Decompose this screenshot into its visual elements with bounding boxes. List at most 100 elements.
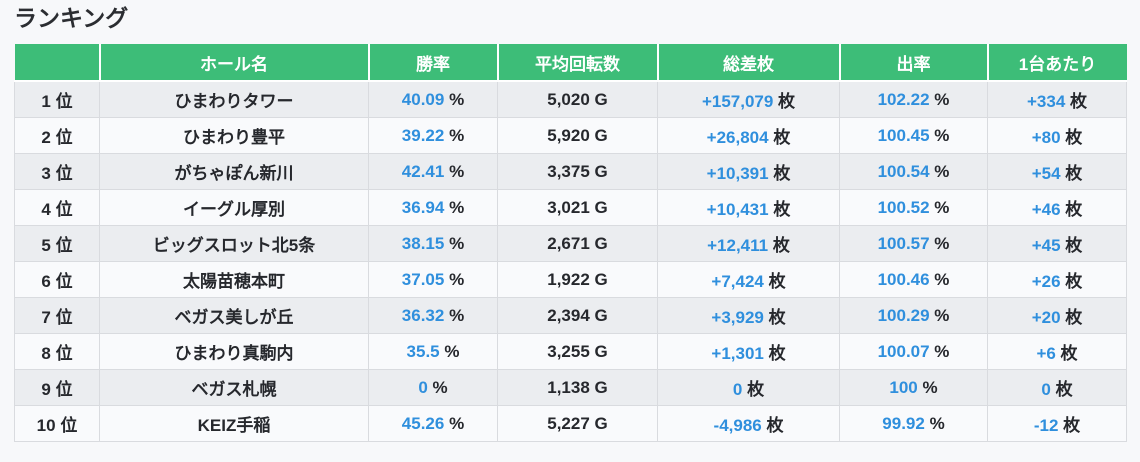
win_rate-unit: % — [444, 161, 465, 181]
cell-spins: 5,227 G — [497, 405, 658, 442]
payout-value: 99.92 — [882, 413, 925, 433]
payout-value: 100.46 — [877, 269, 930, 289]
payout-value: 100.52 — [877, 197, 930, 217]
hall-value: がちゃぽん新川 — [174, 164, 294, 183]
hall-value: ひまわり真駒内 — [174, 344, 294, 363]
cell-spins: 3,021 G — [497, 189, 658, 226]
column-header-total_diff: 総差枚 — [657, 44, 841, 82]
total_diff-value: +10,391 — [706, 164, 769, 183]
cell-spins: 5,020 G — [497, 80, 658, 118]
win_rate-unit: % — [439, 341, 460, 361]
per_machine-value: +80 — [1031, 128, 1061, 147]
payout-unit: % — [929, 305, 950, 325]
cell-total_diff: 0 枚 — [657, 369, 840, 406]
cell-win_rate: 45.26 % — [368, 405, 498, 442]
per_machine-value: +45 — [1031, 236, 1061, 255]
payout-unit: % — [929, 197, 950, 217]
spins-value: 2,394 — [547, 305, 590, 325]
rank-unit: 位 — [50, 380, 73, 399]
column-header-payout: 出率 — [839, 44, 989, 82]
total_diff-unit: 枚 — [768, 128, 791, 147]
table-row: 5 位ビッグスロット北5条 38.15 % 2,671 G +12,411 枚 100.… — [14, 225, 1127, 262]
table-row: 8 位ひまわり真駒内 35.5 % 3,255 G +1,301 枚 100.07 % +… — [14, 333, 1127, 370]
total_diff-unit: 枚 — [763, 344, 786, 363]
cell-per_machine: +54 枚 — [987, 153, 1127, 190]
total_diff-value: +12,411 — [707, 236, 769, 255]
hall-value: ビッグスロット北5条 — [152, 236, 316, 255]
payout-unit: % — [929, 341, 950, 361]
cell-win_rate: 38.15 % — [368, 225, 498, 262]
cell-rank: 4 位 — [14, 189, 100, 226]
spins-value: 1,922 — [547, 269, 590, 289]
cell-hall: 太陽苗穂本町 — [99, 261, 369, 298]
cell-rank: 3 位 — [14, 153, 100, 190]
cell-hall: ベガス札幌 — [99, 369, 369, 406]
spins-unit: G — [589, 125, 608, 145]
per_machine-value: +6 — [1036, 344, 1056, 363]
cell-per_machine: -12 枚 — [987, 405, 1127, 442]
cell-total_diff: +26,804 枚 — [657, 117, 840, 154]
per_machine-unit: 枚 — [1060, 272, 1083, 291]
cell-hall: ひまわりタワー — [99, 80, 369, 118]
total_diff-value: -4,986 — [713, 416, 762, 435]
win_rate-value: 42.41 — [401, 161, 445, 181]
total_diff-value: +3,929 — [711, 308, 764, 327]
cell-hall: KEIZ手稲 — [99, 405, 369, 442]
page-title: ランキング — [14, 5, 129, 31]
rank-value: 7 — [41, 308, 51, 327]
cell-total_diff: +10,391 枚 — [657, 153, 840, 190]
rank-unit: 位 — [50, 344, 73, 363]
payout-value: 100.07 — [877, 341, 930, 361]
per_machine-unit: 枚 — [1060, 128, 1083, 147]
total_diff-unit: 枚 — [763, 272, 786, 291]
total_diff-value: +157,079 — [701, 92, 774, 111]
cell-rank: 2 位 — [14, 117, 100, 154]
per_machine-unit: 枚 — [1055, 344, 1078, 363]
win_rate-unit: % — [427, 377, 448, 397]
cell-total_diff: +7,424 枚 — [657, 261, 840, 298]
rank-value: 6 — [41, 272, 51, 291]
cell-payout: 100.45 % — [839, 117, 988, 154]
spins-value: 5,227 — [547, 413, 590, 433]
cell-win_rate: 35.5 % — [368, 333, 498, 370]
win_rate-unit: % — [444, 233, 465, 253]
rank-value: 1 — [41, 92, 51, 111]
rank-value: 3 — [41, 164, 51, 183]
cell-hall: ひまわり真駒内 — [99, 333, 369, 370]
cell-rank: 10 位 — [14, 405, 100, 442]
payout-unit: % — [929, 161, 950, 181]
spins-unit: G — [589, 305, 608, 325]
payout-value: 100.29 — [877, 305, 930, 325]
spins-value: 3,021 — [547, 197, 590, 217]
spins-value: 5,020 — [547, 89, 590, 109]
rank-value: 4 — [41, 200, 51, 219]
cell-win_rate: 40.09 % — [368, 80, 498, 118]
spins-value: 3,375 — [547, 161, 590, 181]
total_diff-value: +1,301 — [711, 344, 764, 363]
cell-per_machine: 0 枚 — [987, 369, 1127, 406]
table-row: 4 位イーグル厚別 36.94 % 3,021 G +10,431 枚 100.52 %… — [14, 189, 1127, 226]
cell-win_rate: 42.41 % — [368, 153, 498, 190]
table-row: 10 位 KEIZ手稲 45.26 % 5,227 G -4,986 枚 99.92 % -… — [14, 405, 1127, 442]
win_rate-value: 39.22 — [401, 125, 445, 145]
cell-spins: 1,138 G — [497, 369, 658, 406]
column-header-hall: ホール名 — [99, 44, 370, 82]
win_rate-unit: % — [444, 413, 465, 433]
payout-value: 100 — [889, 377, 918, 397]
per_machine-unit: 枚 — [1060, 308, 1083, 327]
total_diff-unit: 枚 — [768, 200, 791, 219]
cell-per_machine: +26 枚 — [987, 261, 1127, 298]
win_rate-unit: % — [444, 125, 465, 145]
payout-value: 102.22 — [877, 89, 930, 109]
rank-unit: 位 — [50, 128, 73, 147]
payout-value: 100.57 — [877, 233, 930, 253]
cell-per_machine: +20 枚 — [987, 297, 1127, 334]
hall-value: イーグル厚別 — [183, 200, 285, 219]
spins-unit: G — [589, 341, 608, 361]
rank-unit: 位 — [50, 164, 73, 183]
cell-total_diff: +3,929 枚 — [657, 297, 840, 334]
win_rate-unit: % — [444, 89, 465, 109]
total_diff-unit: 枚 — [768, 236, 790, 255]
spins-unit: G — [589, 413, 608, 433]
column-header-per_machine: 1台あたり — [987, 44, 1127, 82]
